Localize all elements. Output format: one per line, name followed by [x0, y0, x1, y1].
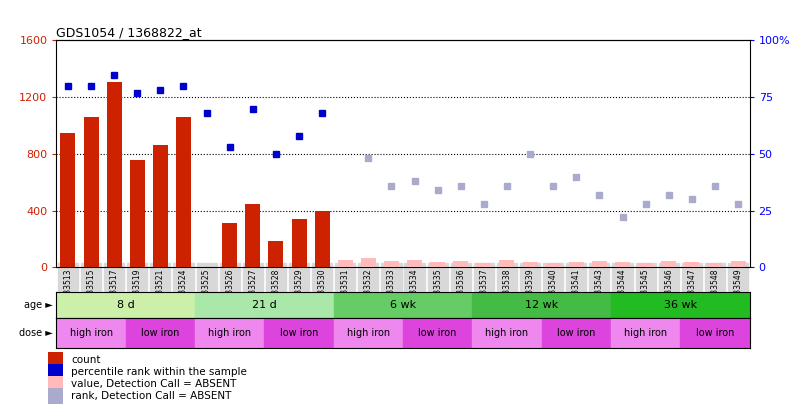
- Text: percentile rank within the sample: percentile rank within the sample: [71, 367, 247, 377]
- Bar: [48, 376, 63, 392]
- Bar: [680, 318, 750, 348]
- Text: low iron: low iron: [418, 328, 457, 338]
- Bar: [48, 388, 63, 405]
- Bar: [638, 263, 653, 267]
- Bar: [268, 241, 284, 267]
- Bar: [338, 260, 353, 267]
- Text: value, Detection Call = ABSENT: value, Detection Call = ABSENT: [71, 379, 236, 389]
- Bar: [546, 263, 561, 267]
- Text: GDS1054 / 1368822_at: GDS1054 / 1368822_at: [56, 26, 202, 39]
- Text: 6 wk: 6 wk: [390, 300, 416, 310]
- Bar: [522, 262, 538, 267]
- Bar: [264, 318, 334, 348]
- Bar: [384, 261, 399, 267]
- Bar: [48, 352, 63, 369]
- Bar: [222, 224, 237, 267]
- Bar: [403, 318, 472, 348]
- Bar: [453, 261, 468, 267]
- Text: rank, Detection Call = ABSENT: rank, Detection Call = ABSENT: [71, 391, 231, 401]
- Bar: [176, 117, 191, 267]
- Bar: [592, 261, 607, 267]
- Bar: [56, 292, 195, 318]
- Text: 12 wk: 12 wk: [525, 300, 559, 310]
- Bar: [245, 203, 260, 267]
- Text: 21 d: 21 d: [252, 300, 276, 310]
- Bar: [661, 261, 676, 267]
- Bar: [334, 318, 403, 348]
- Bar: [611, 292, 750, 318]
- Bar: [407, 260, 422, 267]
- Text: low iron: low iron: [557, 328, 596, 338]
- Text: low iron: low iron: [696, 328, 734, 338]
- Text: high iron: high iron: [347, 328, 390, 338]
- Bar: [195, 292, 334, 318]
- Bar: [292, 219, 306, 267]
- Text: 36 wk: 36 wk: [663, 300, 697, 310]
- Bar: [126, 318, 195, 348]
- Bar: [542, 318, 611, 348]
- Bar: [684, 262, 700, 267]
- Bar: [708, 263, 722, 267]
- Bar: [314, 211, 330, 267]
- Bar: [472, 318, 542, 348]
- Bar: [472, 292, 611, 318]
- Bar: [334, 292, 472, 318]
- Text: high iron: high iron: [69, 328, 113, 338]
- Bar: [430, 262, 445, 267]
- Text: low iron: low iron: [280, 328, 318, 338]
- Bar: [153, 145, 168, 267]
- Text: high iron: high iron: [485, 328, 529, 338]
- Text: count: count: [71, 355, 101, 365]
- Bar: [130, 160, 145, 267]
- Bar: [60, 132, 76, 267]
- Text: age ►: age ►: [24, 300, 53, 310]
- Bar: [56, 318, 126, 348]
- Bar: [361, 258, 376, 267]
- Text: 8 d: 8 d: [117, 300, 135, 310]
- Bar: [106, 81, 122, 267]
- Bar: [195, 318, 264, 348]
- Bar: [48, 364, 63, 380]
- Bar: [615, 262, 630, 267]
- Text: high iron: high iron: [624, 328, 667, 338]
- Bar: [84, 117, 98, 267]
- Bar: [476, 263, 492, 267]
- Bar: [730, 261, 746, 267]
- Bar: [500, 260, 514, 267]
- Text: high iron: high iron: [208, 328, 251, 338]
- Text: dose ►: dose ►: [19, 328, 53, 338]
- Text: low iron: low iron: [141, 328, 180, 338]
- Bar: [569, 262, 584, 267]
- Bar: [611, 318, 680, 348]
